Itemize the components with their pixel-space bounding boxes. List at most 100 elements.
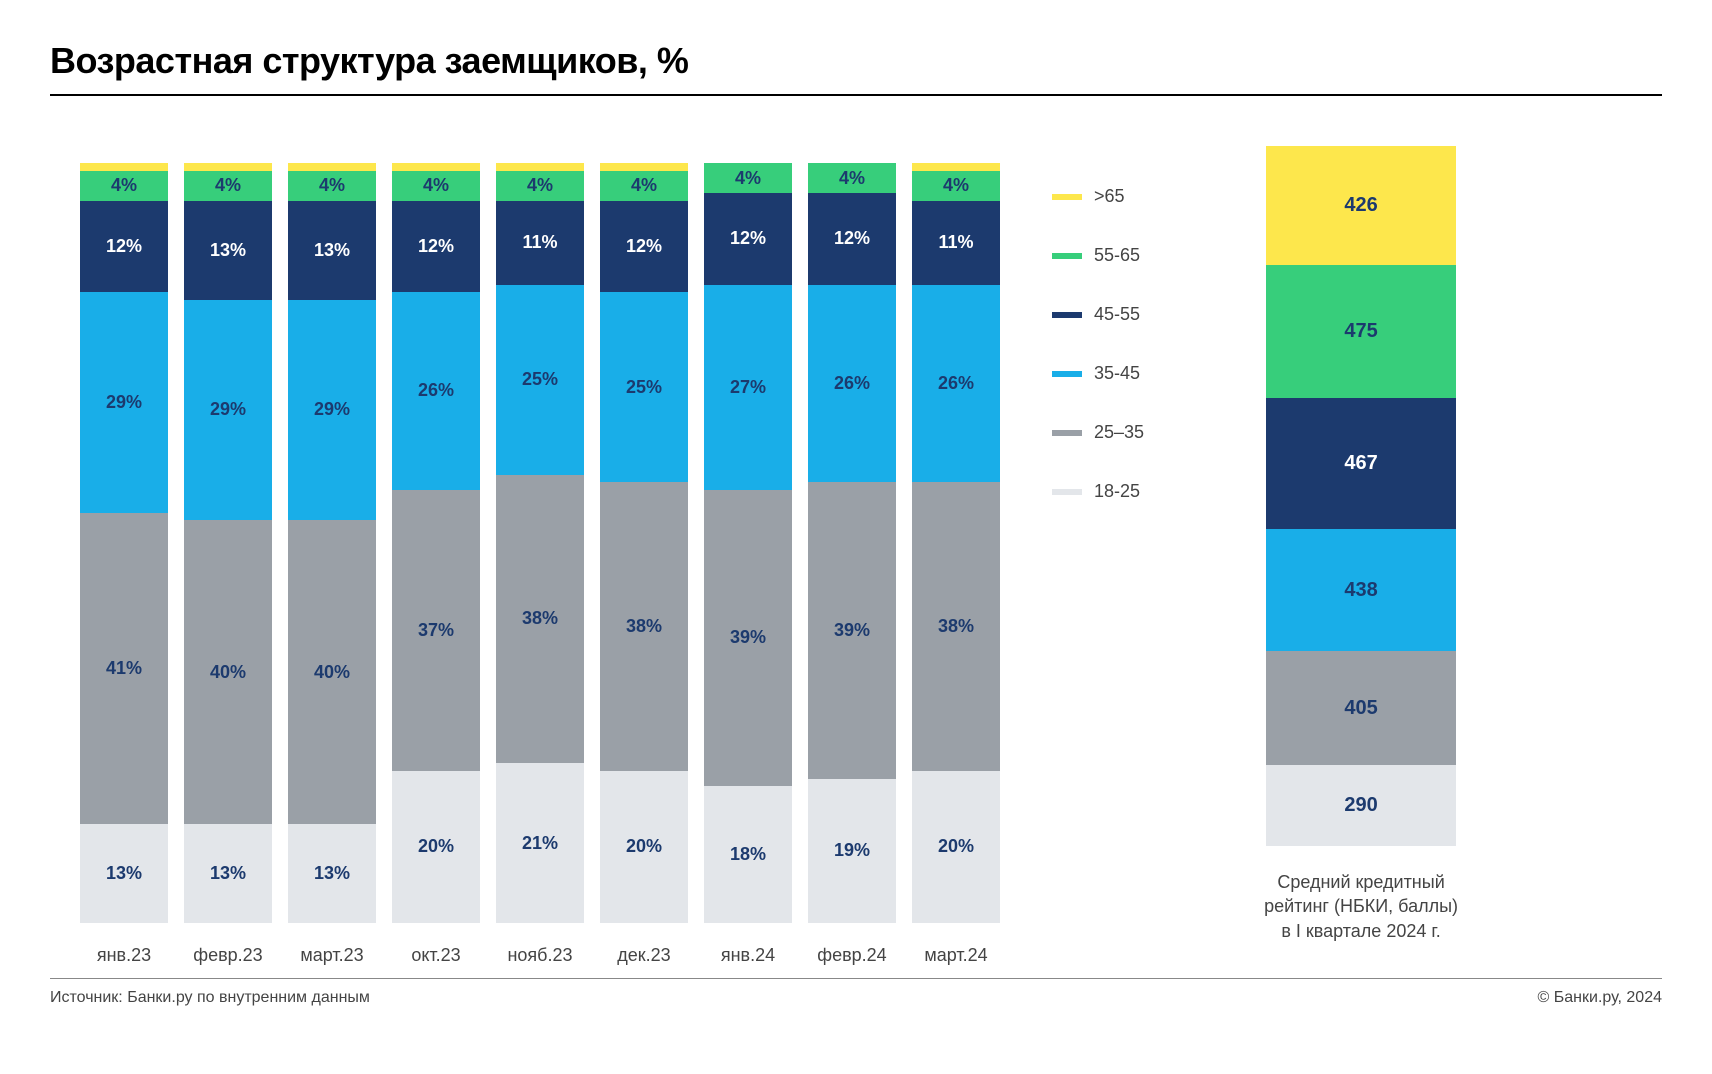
score-segment-label: 438 bbox=[1344, 579, 1377, 602]
bar-segment-45_55: 12% bbox=[600, 201, 688, 292]
score-segment-over65: 426 bbox=[1266, 146, 1456, 265]
score-segment-label: 426 bbox=[1344, 194, 1377, 217]
bar-segment-label: 38% bbox=[626, 616, 662, 637]
bar-segment-25_35: 39% bbox=[704, 490, 792, 786]
bar-segment-55_65: 4% bbox=[392, 171, 480, 201]
x-axis-label: дек.23 bbox=[617, 945, 670, 966]
bar-segment-55_65: 4% bbox=[288, 171, 376, 201]
legend-label: 55-65 bbox=[1094, 245, 1140, 266]
legend-swatch bbox=[1052, 312, 1082, 318]
bar-stack: 4%12%25%38%20% bbox=[600, 163, 688, 923]
bar-column: 4% 12% 26% 39% 19% февр.24 bbox=[808, 163, 896, 966]
bar-segment-label: 11% bbox=[522, 232, 557, 253]
bar-column: 4%12%29%41%13%янв.23 bbox=[80, 163, 168, 966]
bar-segment-label: 29% bbox=[106, 392, 142, 413]
bar-stack: 4%12%26%37%20% bbox=[392, 163, 480, 923]
bar-segment-18_25: 13% bbox=[184, 824, 272, 923]
bar-segment-25_35: 39% bbox=[808, 482, 896, 778]
bar-segment-label: 4% bbox=[839, 168, 865, 189]
bar-segment-label: 4% bbox=[943, 175, 969, 196]
bar-segment-label: 26% bbox=[938, 373, 974, 394]
bar-segment-55_65: 4% bbox=[808, 163, 896, 193]
bar-segment-55_65: 4% bbox=[600, 171, 688, 201]
bar-segment-label: 13% bbox=[210, 863, 246, 884]
score-segment-label: 405 bbox=[1344, 697, 1377, 720]
bar-segment-label: 4% bbox=[111, 175, 137, 196]
bar-segment-label: 21% bbox=[522, 833, 558, 854]
score-segment-55_65: 475 bbox=[1266, 265, 1456, 398]
bar-segment-25_35: 40% bbox=[184, 520, 272, 824]
bar-segment-label: 4% bbox=[319, 175, 345, 196]
x-axis-label: февр.24 bbox=[817, 945, 886, 966]
bar-segment-35_45: 27% bbox=[704, 285, 792, 490]
bar-segment-label: 19% bbox=[834, 840, 870, 861]
bar-column: 4%13%29%40%13%март.23 bbox=[288, 163, 376, 966]
legend-label: 18-25 bbox=[1094, 481, 1140, 502]
bar-segment-label: 27% bbox=[730, 377, 766, 398]
bar-segment-18_25: 21% bbox=[496, 763, 584, 923]
footer-source: Источник: Банки.ру по внутренним данным bbox=[50, 989, 370, 1007]
bar-segment-25_35: 41% bbox=[80, 513, 168, 825]
bar-stack: 4%13%29%40%13% bbox=[288, 163, 376, 923]
legend-label: 45-55 bbox=[1094, 304, 1140, 325]
bar-column: 4%12%25%38%20%дек.23 bbox=[600, 163, 688, 966]
bar-segment-45_55: 12% bbox=[704, 193, 792, 284]
bar-segment-35_45: 26% bbox=[912, 285, 1000, 483]
bar-segment-35_45: 26% bbox=[808, 285, 896, 483]
bar-segment-25_35: 38% bbox=[496, 475, 584, 764]
bar-segment-label: 29% bbox=[314, 399, 350, 420]
bar-stack: 4%11%25%38%21% bbox=[496, 163, 584, 923]
credit-score-caption: Средний кредитныйрейтинг (НБКИ, баллы)в … bbox=[1264, 870, 1458, 943]
legend-item-45_55: 45-55 bbox=[1052, 304, 1144, 325]
bar-segment-label: 39% bbox=[730, 627, 766, 648]
bar-segment-25_35: 38% bbox=[600, 482, 688, 771]
bar-segment-35_45: 29% bbox=[80, 292, 168, 512]
bar-segment-18_25: 20% bbox=[912, 771, 1000, 923]
bar-segment-label: 26% bbox=[418, 380, 454, 401]
bar-segment-18_25: 20% bbox=[600, 771, 688, 923]
bar-segment-label: 39% bbox=[834, 620, 870, 641]
bar-segment-label: 12% bbox=[834, 228, 870, 249]
bar-stack: 4% 12% 26% 39% 19% bbox=[808, 163, 896, 923]
bar-column: 4%11%25%38%21%нояб.23 bbox=[496, 163, 584, 966]
legend-label: >65 bbox=[1094, 186, 1125, 207]
bar-stack: 4%12%29%41%13% bbox=[80, 163, 168, 923]
credit-score-bar: 426475467438405290 bbox=[1266, 146, 1456, 846]
bar-column: 4%13%29%40%13%февр.23 bbox=[184, 163, 272, 966]
score-segment-35_45: 438 bbox=[1266, 529, 1456, 652]
score-segment-label: 475 bbox=[1344, 320, 1377, 343]
bar-segment-label: 40% bbox=[210, 662, 246, 683]
bar-segment-label: 13% bbox=[210, 240, 246, 261]
bar-segment-55_65: 4% bbox=[704, 163, 792, 193]
bar-segment-45_55: 13% bbox=[288, 201, 376, 300]
bar-segment-18_25: 20% bbox=[392, 771, 480, 923]
x-axis-label: янв.24 bbox=[721, 945, 775, 966]
x-axis-label: нояб.23 bbox=[507, 945, 572, 966]
bar-stack: 4%13%29%40%13% bbox=[184, 163, 272, 923]
bar-segment-label: 4% bbox=[423, 175, 449, 196]
bar-segment-18_25: 19% bbox=[808, 779, 896, 923]
bar-segment-label: 29% bbox=[210, 399, 246, 420]
bar-segment-label: 4% bbox=[735, 168, 761, 189]
legend-item-25_35: 25–35 bbox=[1052, 422, 1144, 443]
legend-item-over65: >65 bbox=[1052, 186, 1144, 207]
bar-stack: 4%11%26%38%20% bbox=[912, 163, 1000, 923]
bar-segment-55_65: 4% bbox=[80, 171, 168, 201]
legend-label: 25–35 bbox=[1094, 422, 1144, 443]
bar-segment-label: 37% bbox=[418, 620, 454, 641]
bar-segment-over65 bbox=[496, 163, 584, 171]
chart-area: 4%12%29%41%13%янв.234%13%29%40%13%февр.2… bbox=[50, 96, 1662, 966]
bar-segment-35_45: 26% bbox=[392, 292, 480, 490]
bar-segment-over65 bbox=[184, 163, 272, 171]
bar-segment-25_35: 38% bbox=[912, 482, 1000, 771]
bar-segment-45_55: 13% bbox=[184, 201, 272, 300]
legend-item-18_25: 18-25 bbox=[1052, 481, 1144, 502]
bar-segment-label: 12% bbox=[626, 236, 662, 257]
bar-segment-over65 bbox=[600, 163, 688, 171]
legend-swatch bbox=[1052, 430, 1082, 436]
bar-segment-label: 25% bbox=[522, 369, 558, 390]
score-segment-18_25: 290 bbox=[1266, 765, 1456, 846]
credit-score-chart: 426475467438405290 Средний кредитныйрейт… bbox=[1264, 146, 1458, 943]
bar-segment-35_45: 25% bbox=[496, 285, 584, 475]
x-axis-label: март.23 bbox=[300, 945, 363, 966]
